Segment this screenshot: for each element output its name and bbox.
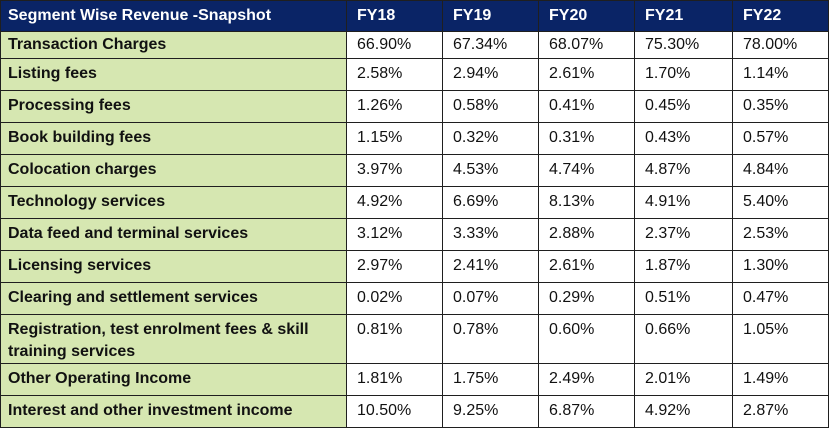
value-cell: 4.74%	[538, 154, 635, 187]
value-cell: 2.58%	[346, 58, 443, 91]
value-cell: 0.31%	[538, 122, 635, 155]
table-row: Transaction Charges 66.90% 67.34% 68.07%…	[0, 31, 829, 59]
segment-label: Processing fees	[0, 90, 347, 123]
segment-label: Interest and other investment income	[0, 395, 347, 428]
segment-label: Transaction Charges	[0, 31, 347, 59]
value-cell: 0.45%	[634, 90, 733, 123]
table-row: Interest and other investment income 10.…	[0, 395, 829, 428]
value-cell: 6.87%	[538, 395, 635, 428]
value-cell: 3.12%	[346, 218, 443, 251]
value-cell: 2.61%	[538, 58, 635, 91]
value-cell: 4.92%	[634, 395, 733, 428]
value-cell: 9.25%	[442, 395, 539, 428]
column-header-fy22: FY22	[732, 0, 829, 32]
table-row: Listing fees 2.58% 2.94% 2.61% 1.70% 1.1…	[0, 58, 829, 91]
value-cell: 3.33%	[442, 218, 539, 251]
value-cell: 4.91%	[634, 186, 733, 219]
value-cell: 0.81%	[346, 314, 443, 364]
value-cell: 4.92%	[346, 186, 443, 219]
value-cell: 1.70%	[634, 58, 733, 91]
value-cell: 2.97%	[346, 250, 443, 283]
value-cell: 0.02%	[346, 282, 443, 315]
table-title: Segment Wise Revenue -Snapshot	[0, 0, 347, 32]
value-cell: 75.30%	[634, 31, 733, 59]
value-cell: 1.75%	[442, 363, 539, 396]
value-cell: 6.69%	[442, 186, 539, 219]
value-cell: 0.47%	[732, 282, 829, 315]
value-cell: 2.61%	[538, 250, 635, 283]
segment-label: Licensing services	[0, 250, 347, 283]
value-cell: 0.78%	[442, 314, 539, 364]
value-cell: 2.94%	[442, 58, 539, 91]
table-row: Other Operating Income 1.81% 1.75% 2.49%…	[0, 363, 829, 396]
column-header-fy19: FY19	[442, 0, 539, 32]
value-cell: 2.87%	[732, 395, 829, 428]
table-row: Licensing services 2.97% 2.41% 2.61% 1.8…	[0, 250, 829, 283]
value-cell: 8.13%	[538, 186, 635, 219]
value-cell: 0.60%	[538, 314, 635, 364]
table-row: Technology services 4.92% 6.69% 8.13% 4.…	[0, 186, 829, 219]
value-cell: 0.07%	[442, 282, 539, 315]
table-row: Processing fees 1.26% 0.58% 0.41% 0.45% …	[0, 90, 829, 123]
value-cell: 0.43%	[634, 122, 733, 155]
value-cell: 0.66%	[634, 314, 733, 364]
value-cell: 4.84%	[732, 154, 829, 187]
table-row: Book building fees 1.15% 0.32% 0.31% 0.4…	[0, 122, 829, 155]
value-cell: 0.57%	[732, 122, 829, 155]
value-cell: 0.32%	[442, 122, 539, 155]
value-cell: 4.53%	[442, 154, 539, 187]
value-cell: 78.00%	[732, 31, 829, 59]
segment-label: Clearing and settlement services	[0, 282, 347, 315]
value-cell: 67.34%	[442, 31, 539, 59]
header-row: Segment Wise Revenue -Snapshot FY18 FY19…	[0, 0, 829, 32]
value-cell: 2.88%	[538, 218, 635, 251]
value-cell: 2.41%	[442, 250, 539, 283]
value-cell: 2.37%	[634, 218, 733, 251]
column-header-fy20: FY20	[538, 0, 635, 32]
table-row: Data feed and terminal services 3.12% 3.…	[0, 218, 829, 251]
value-cell: 1.87%	[634, 250, 733, 283]
segment-label: Data feed and terminal services	[0, 218, 347, 251]
value-cell: 1.15%	[346, 122, 443, 155]
value-cell: 0.58%	[442, 90, 539, 123]
value-cell: 1.14%	[732, 58, 829, 91]
table-row: Registration, test enrolment fees & skil…	[0, 314, 829, 364]
value-cell: 1.26%	[346, 90, 443, 123]
value-cell: 0.35%	[732, 90, 829, 123]
table-row: Colocation charges 3.97% 4.53% 4.74% 4.8…	[0, 154, 829, 187]
value-cell: 5.40%	[732, 186, 829, 219]
value-cell: 1.05%	[732, 314, 829, 364]
column-header-fy21: FY21	[634, 0, 733, 32]
value-cell: 1.49%	[732, 363, 829, 396]
value-cell: 2.53%	[732, 218, 829, 251]
value-cell: 68.07%	[538, 31, 635, 59]
segment-label: Technology services	[0, 186, 347, 219]
segment-label: Book building fees	[0, 122, 347, 155]
table-row: Clearing and settlement services 0.02% 0…	[0, 282, 829, 315]
value-cell: 10.50%	[346, 395, 443, 428]
value-cell: 1.81%	[346, 363, 443, 396]
value-cell: 3.97%	[346, 154, 443, 187]
segment-label: Colocation charges	[0, 154, 347, 187]
column-header-fy18: FY18	[346, 0, 443, 32]
value-cell: 2.49%	[538, 363, 635, 396]
segment-label: Other Operating Income	[0, 363, 347, 396]
segment-label: Listing fees	[0, 58, 347, 91]
value-cell: 66.90%	[346, 31, 443, 59]
value-cell: 0.41%	[538, 90, 635, 123]
value-cell: 2.01%	[634, 363, 733, 396]
segment-label: Registration, test enrolment fees & skil…	[0, 314, 347, 364]
value-cell: 1.30%	[732, 250, 829, 283]
value-cell: 4.87%	[634, 154, 733, 187]
value-cell: 0.29%	[538, 282, 635, 315]
value-cell: 0.51%	[634, 282, 733, 315]
